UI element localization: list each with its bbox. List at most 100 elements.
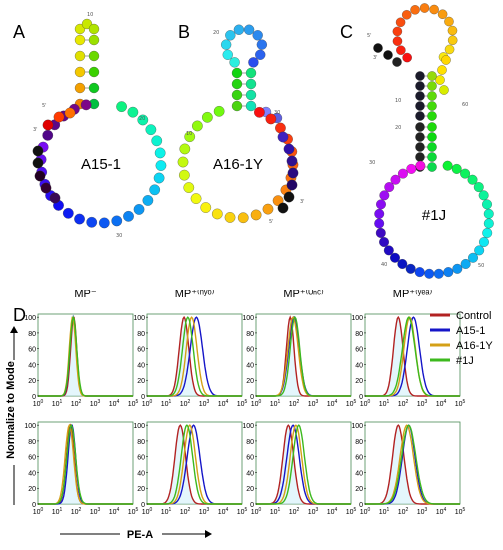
- y-tick-label: 0: [32, 502, 36, 509]
- nucleotide-a-3end: [34, 170, 46, 182]
- x-tick-label: 100: [142, 399, 153, 408]
- nucleotide-b-stem-left: [231, 89, 243, 101]
- nucleotide-c-loop: [443, 267, 454, 278]
- y-tick-label: 100: [24, 423, 36, 430]
- nucleotide-b-loop: [177, 156, 189, 168]
- x-tick-label: 105: [455, 399, 466, 408]
- nucleotide-c-5end: [373, 43, 383, 53]
- legend-label: A16-1Y: [456, 340, 493, 352]
- y-tick-label: 40: [355, 470, 363, 477]
- x-tick-label: 103: [199, 507, 210, 516]
- x-tick-label: 101: [270, 507, 281, 516]
- y-tick-label: 100: [242, 423, 254, 430]
- x-tick-label: 103: [199, 399, 210, 408]
- x-tick-label: 104: [218, 507, 229, 516]
- panel-label-c: C: [340, 22, 353, 42]
- nucleotide-c-loop: [397, 168, 408, 179]
- nucleotide-c-stem-left: [415, 101, 425, 111]
- nucleotide-a-stem-left: [74, 66, 86, 78]
- nucleotide-a-stem-left: [74, 34, 86, 46]
- x-tick-label: 101: [379, 507, 390, 516]
- nucleotide-a-loop: [86, 216, 98, 228]
- nucleotide-a-stem-left: [74, 50, 86, 62]
- y-tick-label: 100: [133, 315, 145, 322]
- structure-name-a15-1: A15-1: [81, 156, 121, 173]
- y-tick-label: 80: [137, 439, 145, 446]
- nucleotide-c-loop: [479, 237, 489, 247]
- nucleotide-b-stem-left: [231, 67, 243, 79]
- nucleotide-b-loop: [183, 182, 195, 193]
- y-tick-label: 80: [246, 331, 254, 338]
- nucleotide-c-yellow: [441, 55, 451, 65]
- nucleotide-b-stem-right: [245, 100, 257, 112]
- nucleotide-b-loop: [184, 131, 196, 143]
- nucleotide-b-hairpin: [222, 49, 233, 60]
- histogram-curve-j1: [256, 424, 351, 505]
- nucleotide-c-loop: [451, 163, 462, 174]
- nucleotide-a-loop: [80, 99, 92, 111]
- nucleotide-a-loop: [154, 147, 166, 159]
- x-tick-label: 104: [327, 399, 338, 408]
- nucleotide-a-loop: [149, 184, 161, 196]
- nucleotide-c-hairpin: [429, 4, 439, 15]
- nucleotide-b-stem-right: [245, 78, 257, 90]
- nucleotide-c-loop: [482, 227, 493, 238]
- nucleotide-b-3end: [277, 202, 289, 214]
- histogram-curve-j1: [147, 316, 242, 397]
- nucleotide-b-loop: [200, 202, 212, 213]
- nucleotide-c-loop: [474, 245, 485, 256]
- y-tick-label: 60: [355, 347, 363, 354]
- nucleotide-c-loop: [384, 182, 395, 193]
- nucleotide-b-3end: [283, 191, 295, 203]
- nucleotide-c-loop: [452, 263, 463, 274]
- y-axis-arrowhead: [10, 326, 18, 333]
- x-axis-arrowhead: [205, 530, 212, 538]
- nucleotide-a-loop: [153, 172, 165, 184]
- nucleotide-a-loop: [127, 106, 139, 118]
- y-tick-label: 20: [246, 378, 254, 385]
- panel-label-b: B: [178, 22, 191, 42]
- legend-label: A15-1: [456, 325, 485, 337]
- nucleotide-c-loop: [415, 160, 426, 171]
- nucleotide-c-5end: [392, 57, 402, 67]
- x-tick-label: 105: [237, 507, 248, 516]
- nucleotide-b-loop: [213, 105, 225, 117]
- nucleotide-c-stem-left: [415, 91, 425, 101]
- num-c-50: 50: [478, 263, 485, 269]
- x-tick-label: 104: [436, 399, 447, 408]
- x-tick-label: 103: [308, 507, 319, 516]
- column-header: MP⁺⁽ᵁⁿᶜ⁾: [283, 290, 324, 300]
- nucleotide-a-loop: [133, 204, 145, 215]
- y-tick-label: 20: [355, 378, 363, 385]
- nucleotide-b-3end: [287, 167, 299, 179]
- x-tick-label: 100: [251, 399, 262, 408]
- nucleotide-c-hairpin: [444, 16, 454, 27]
- nucleotide-c-hairpin: [392, 36, 403, 46]
- nucleotide-c-stem2-left: [415, 122, 425, 132]
- nucleotide-b-hairpin: [255, 49, 266, 60]
- x-tick-label: 101: [52, 399, 63, 408]
- num-c-5p: 5': [367, 33, 372, 39]
- histogram-curve-j1: [365, 424, 460, 505]
- y-tick-label: 20: [28, 378, 36, 385]
- nucleotide-c-loop: [483, 208, 494, 219]
- y-tick-label: 0: [141, 502, 145, 509]
- nucleotide-c-hairpin: [395, 17, 406, 28]
- nucleotide-b-stem-left: [231, 78, 243, 90]
- nucleotide-c-hairpin: [419, 3, 430, 13]
- nucleotide-b-hairpin: [225, 30, 236, 41]
- num-c-20: 20: [395, 125, 402, 131]
- nucleotide-c-hairpin: [402, 52, 412, 63]
- histogram-curve-j1: [256, 315, 351, 397]
- nucleotide-c-hairpin: [444, 44, 455, 55]
- nucleotide-c-yellow: [435, 75, 445, 85]
- nucleotide-c-loop: [424, 268, 435, 279]
- x-tick-label: 105: [455, 507, 466, 516]
- nucleotide-b-loop: [202, 111, 213, 123]
- y-tick-label: 40: [137, 470, 145, 477]
- y-tick-label: 60: [246, 455, 254, 462]
- x-tick-label: 104: [109, 399, 120, 408]
- x-tick-label: 101: [270, 399, 281, 408]
- x-tick-label: 102: [180, 507, 191, 516]
